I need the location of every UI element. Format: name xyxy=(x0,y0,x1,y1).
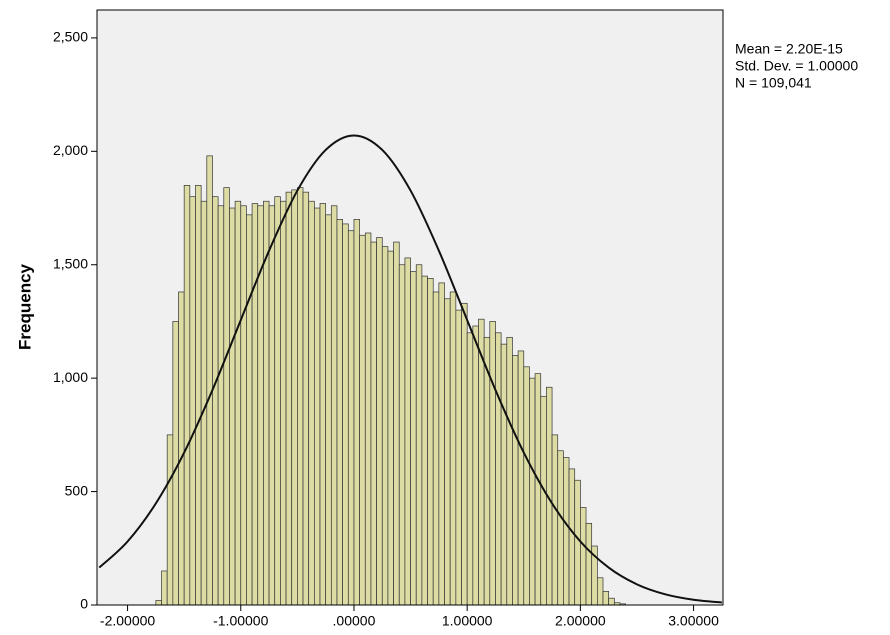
bar xyxy=(166,434,174,606)
bar xyxy=(376,237,383,606)
bar xyxy=(438,282,445,606)
bar xyxy=(404,257,411,606)
normal-curve xyxy=(98,134,722,604)
bar xyxy=(347,230,355,606)
bar xyxy=(461,302,468,606)
bar xyxy=(472,325,479,606)
bar xyxy=(449,291,457,606)
bar xyxy=(359,234,366,606)
x-tick-label: .00000 xyxy=(333,613,376,629)
bar xyxy=(427,278,434,606)
annotation: N = 109,041 xyxy=(735,75,812,91)
x-tick-label: 2.00000 xyxy=(555,613,606,629)
bar xyxy=(353,219,360,606)
bar xyxy=(308,200,315,606)
bar xyxy=(398,264,406,606)
bar xyxy=(585,522,593,606)
bar xyxy=(551,434,559,606)
bar xyxy=(489,321,496,606)
bar xyxy=(325,214,332,606)
bar xyxy=(381,246,389,606)
bar xyxy=(336,219,343,606)
y-tick-label: 1,000 xyxy=(53,369,88,385)
bar xyxy=(444,298,451,606)
bar xyxy=(313,207,321,606)
bar xyxy=(319,203,327,606)
bar xyxy=(540,395,547,606)
bar xyxy=(596,577,604,606)
bar xyxy=(602,591,610,606)
bar xyxy=(195,184,202,606)
annotation: Std. Dev. = 1.00000 xyxy=(735,58,858,74)
bar xyxy=(229,207,236,606)
bar xyxy=(178,291,185,606)
bar xyxy=(297,187,304,606)
x-tick-label: -2.00000 xyxy=(100,613,155,629)
bar xyxy=(523,366,530,606)
bar xyxy=(155,600,162,606)
bar xyxy=(495,332,502,606)
bar xyxy=(512,355,519,606)
bar xyxy=(217,205,225,606)
bar xyxy=(580,507,587,606)
bar xyxy=(251,203,259,606)
y-tick-label: 0 xyxy=(80,596,88,612)
bar xyxy=(285,191,293,606)
bar xyxy=(183,184,191,606)
bar xyxy=(223,187,230,606)
bar xyxy=(161,570,168,606)
bar xyxy=(280,200,287,606)
x-tick-label: 3.00000 xyxy=(668,613,719,629)
bar xyxy=(234,200,242,606)
bar xyxy=(212,196,219,606)
bar xyxy=(387,250,394,606)
bar xyxy=(206,155,213,606)
y-tick-label: 2,500 xyxy=(53,29,88,45)
plot-frame xyxy=(96,9,724,606)
bar xyxy=(246,214,253,606)
bar xyxy=(529,377,536,606)
bar xyxy=(189,196,196,606)
bar xyxy=(393,241,400,606)
bar xyxy=(370,241,377,606)
bar xyxy=(342,223,349,606)
bar xyxy=(432,291,440,606)
x-tick-label: -1.00000 xyxy=(213,613,268,629)
bar xyxy=(466,332,474,606)
bar xyxy=(506,336,513,606)
bar xyxy=(534,373,542,606)
bar xyxy=(500,343,508,606)
bar xyxy=(568,468,576,606)
bar xyxy=(410,271,417,606)
bar xyxy=(415,264,423,606)
y-tick-label: 2,000 xyxy=(53,142,88,158)
bar xyxy=(455,309,462,606)
bar xyxy=(330,205,338,606)
bar xyxy=(608,597,615,606)
bar xyxy=(291,189,298,606)
bar xyxy=(563,457,570,606)
y-axis-label: Frequency xyxy=(15,263,34,350)
bar xyxy=(574,479,581,606)
bar xyxy=(483,336,491,606)
bar xyxy=(274,196,281,606)
bar xyxy=(557,450,564,606)
y-tick-label: 1,500 xyxy=(53,255,88,271)
annotation: Mean = 2.20E-15 xyxy=(735,41,843,57)
bar xyxy=(302,191,310,606)
bar xyxy=(364,232,372,606)
bar xyxy=(268,205,276,606)
x-tick-label: 1.00000 xyxy=(442,613,493,629)
bar xyxy=(240,205,247,606)
bar xyxy=(421,275,428,606)
y-tick-label: 500 xyxy=(65,482,89,498)
bar xyxy=(517,350,525,606)
